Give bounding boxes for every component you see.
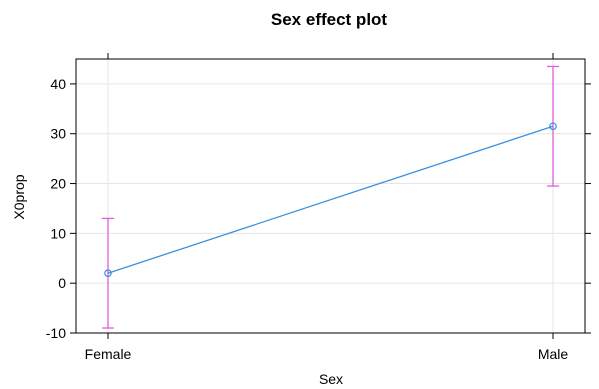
error-bar bbox=[102, 217, 114, 329]
error-bars bbox=[102, 65, 559, 329]
y-tick-label: -10 bbox=[46, 325, 66, 341]
x-tick-label: Female bbox=[85, 346, 132, 362]
plot-frame bbox=[75, 58, 586, 334]
y-axis-label: X0prop bbox=[11, 174, 27, 219]
x-axis: Female Male bbox=[85, 53, 569, 362]
y-tick-label: 10 bbox=[50, 225, 66, 241]
y-tick-label: 40 bbox=[50, 76, 66, 92]
chart-title: Sex effect plot bbox=[271, 10, 388, 29]
x-axis-label: Sex bbox=[319, 371, 343, 387]
y-tick-label: 20 bbox=[50, 176, 66, 192]
x-tick-label: Male bbox=[538, 346, 569, 362]
series-line-group bbox=[107, 125, 554, 274]
grid-lines bbox=[76, 59, 585, 334]
y-axis: -10 0 10 20 30 40 bbox=[46, 76, 591, 341]
y-tick-label: 0 bbox=[58, 275, 66, 291]
series-line bbox=[107, 125, 554, 274]
data-point bbox=[549, 122, 557, 131]
data-point bbox=[104, 269, 112, 278]
points bbox=[104, 122, 557, 278]
y-tick-label: 30 bbox=[50, 126, 66, 142]
